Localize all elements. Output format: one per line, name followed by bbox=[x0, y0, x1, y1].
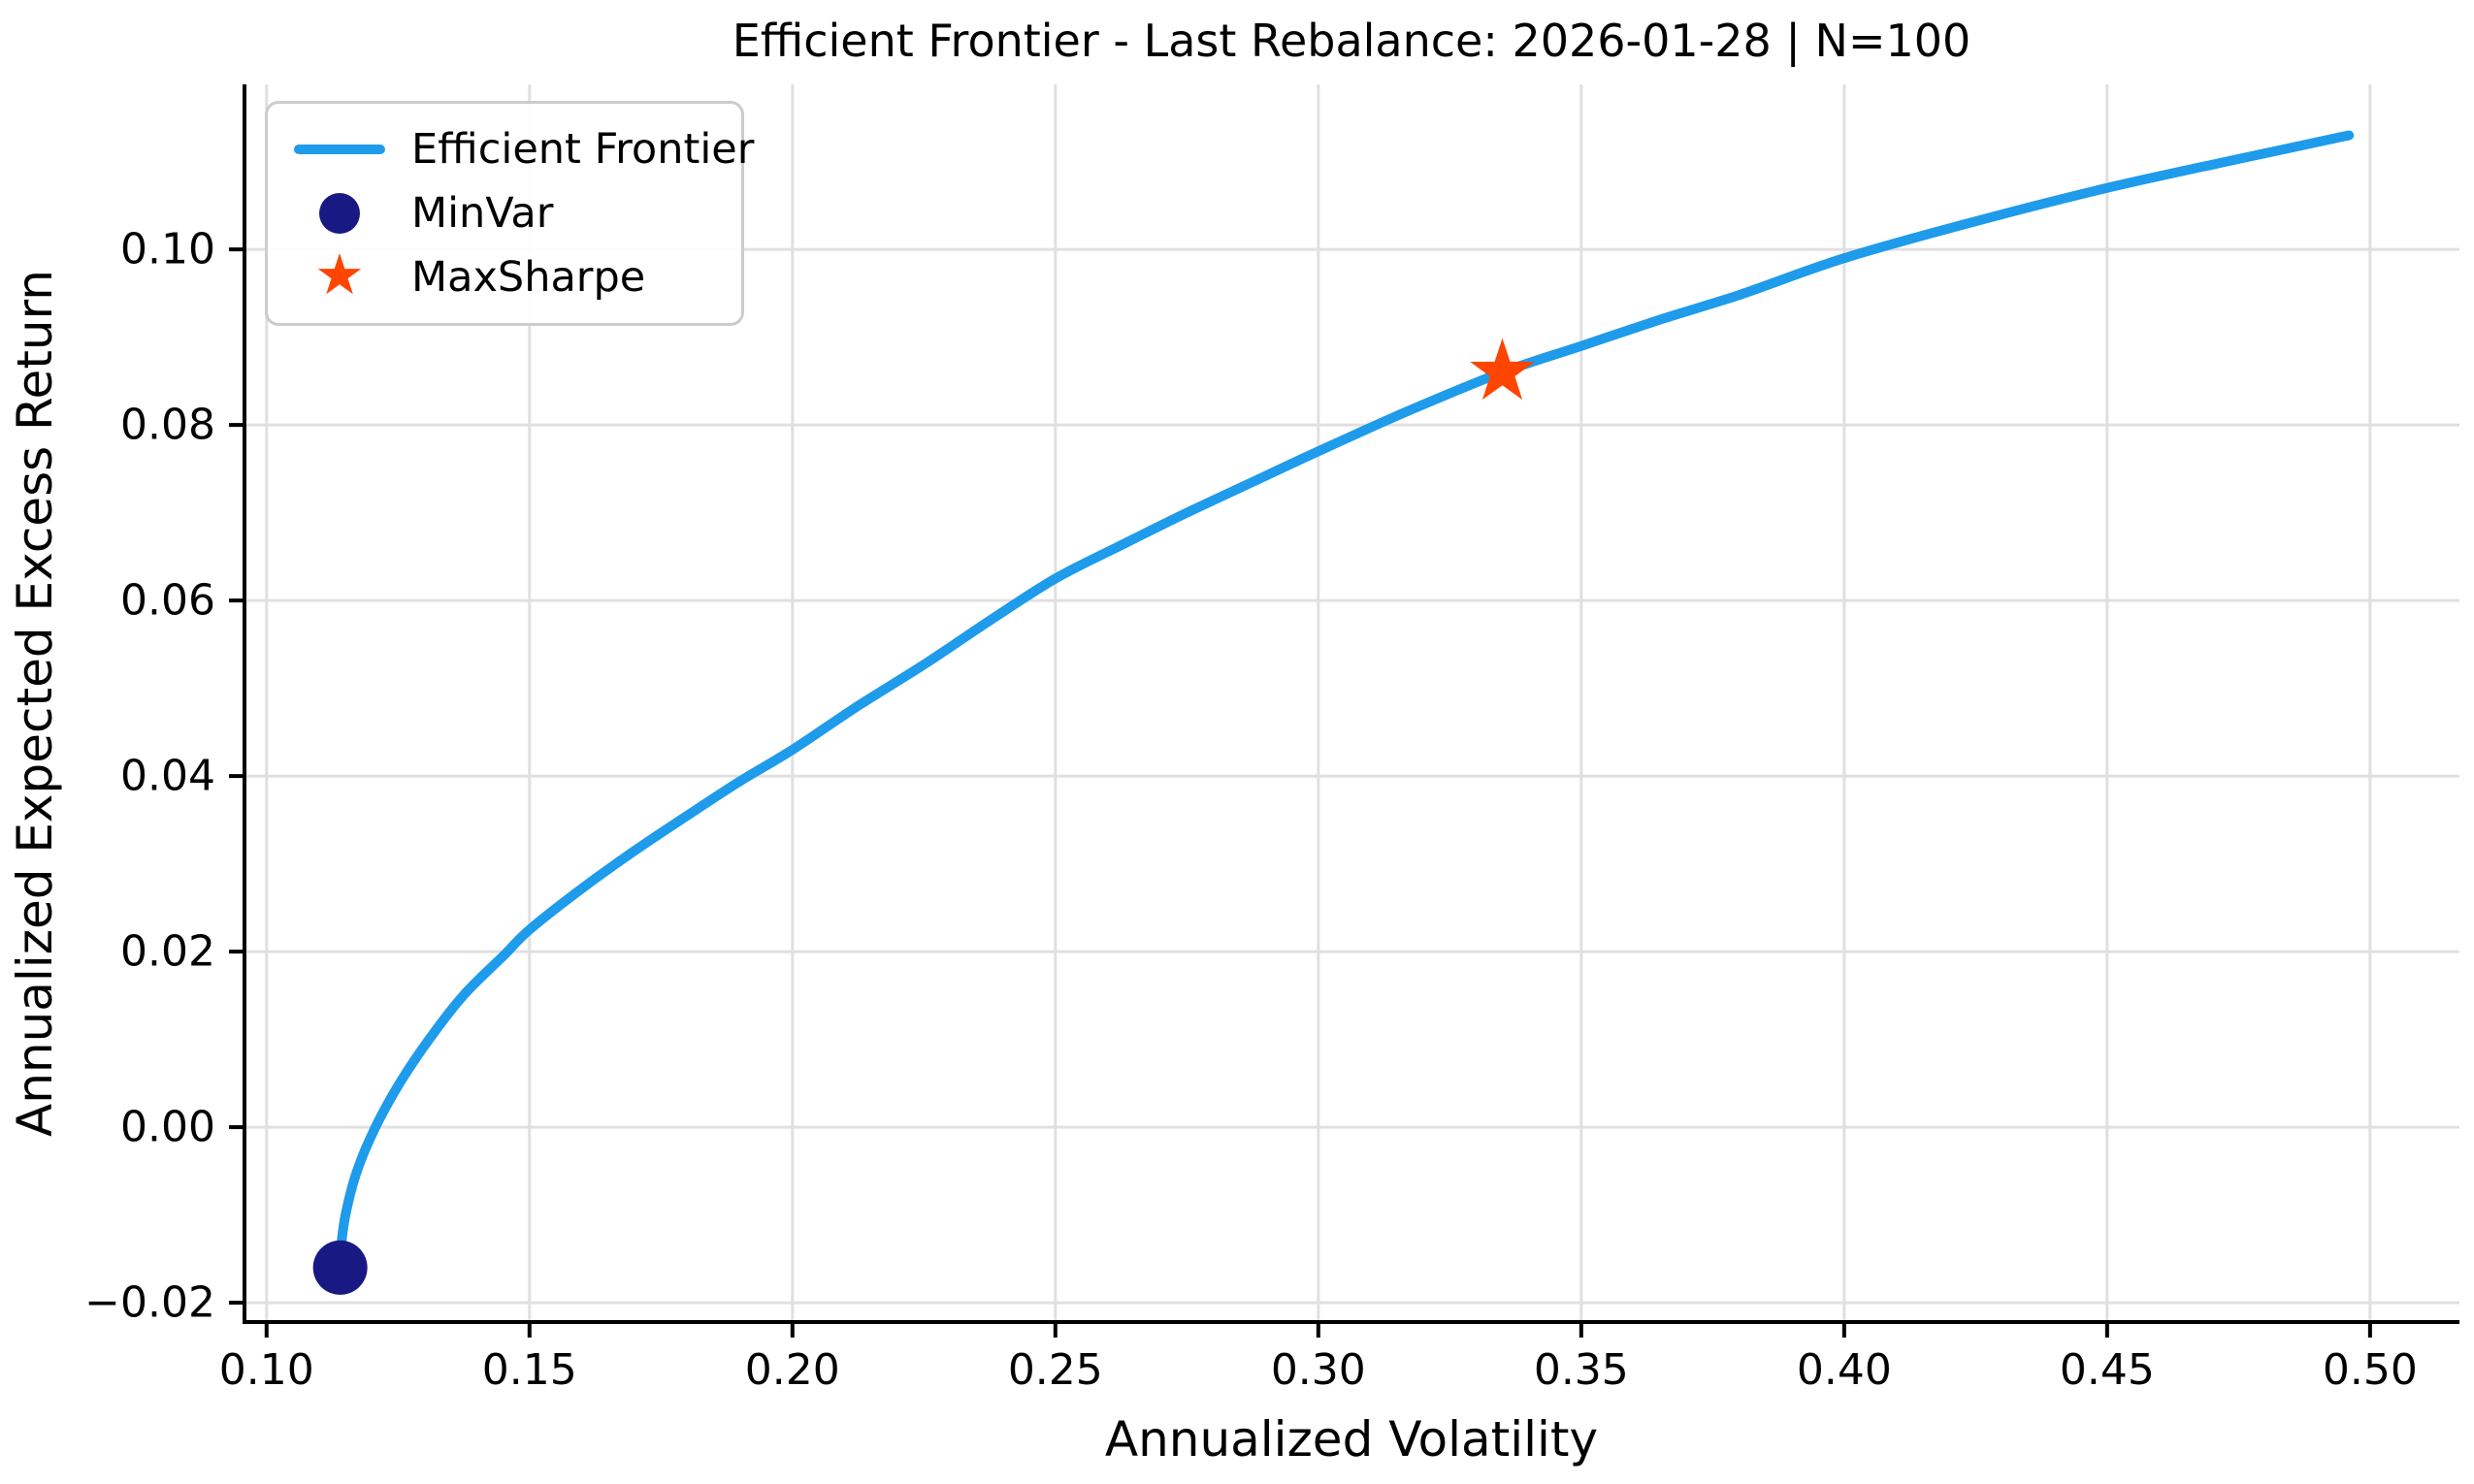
legend-swatch-cell bbox=[268, 145, 411, 154]
legend-item-maxsharpe: ★ MaxSharpe bbox=[268, 245, 741, 309]
x-tick-label: 0.40 bbox=[1797, 1345, 1892, 1395]
legend-swatch-cell bbox=[268, 193, 411, 234]
x-tick-label: 0.20 bbox=[745, 1345, 840, 1395]
y-tick-label: 0.00 bbox=[120, 1103, 215, 1152]
x-tick-label: 0.25 bbox=[1008, 1345, 1103, 1395]
frontier-line-sample bbox=[294, 145, 385, 154]
maxsharpe-marker-sample: ★ bbox=[314, 242, 365, 307]
x-tick-label: 0.30 bbox=[1271, 1345, 1366, 1395]
legend-label: MinVar bbox=[411, 189, 554, 238]
legend: Efficient Frontier MinVar ★ MaxSharpe bbox=[265, 101, 754, 326]
x-tick-label: 0.50 bbox=[2323, 1345, 2418, 1395]
y-tick-label: 0.10 bbox=[120, 225, 215, 274]
y-tick-label: 0.02 bbox=[120, 927, 215, 977]
minvar-marker-sample bbox=[319, 193, 360, 234]
legend-item-minvar: MinVar bbox=[268, 181, 741, 245]
legend-swatch-cell: ★ bbox=[268, 246, 411, 303]
y-tick-label: −0.02 bbox=[84, 1278, 215, 1328]
legend-label: Efficient Frontier bbox=[411, 125, 755, 174]
x-tick-label: 0.35 bbox=[1534, 1345, 1629, 1395]
chart-title: Efficient Frontier - Last Rebalance: 202… bbox=[732, 15, 1971, 67]
legend-label: MaxSharpe bbox=[411, 253, 646, 302]
maxsharpe-star bbox=[1470, 338, 1535, 401]
x-tick-label: 0.45 bbox=[2060, 1345, 2155, 1395]
y-axis-label: Annualized Expected Excess Return bbox=[7, 270, 63, 1137]
minvar-point bbox=[312, 1240, 368, 1295]
y-tick-label: 0.04 bbox=[120, 752, 215, 801]
legend-item-efficient-frontier: Efficient Frontier bbox=[268, 117, 754, 181]
x-axis-label: Annualized Volatility bbox=[1104, 1411, 1599, 1468]
x-tick-label: 0.15 bbox=[482, 1345, 577, 1395]
x-tick-label: 0.10 bbox=[219, 1345, 314, 1395]
y-tick-label: 0.08 bbox=[120, 401, 215, 450]
efficient-frontier-line bbox=[335, 130, 2355, 1273]
y-tick-label: 0.06 bbox=[120, 576, 215, 626]
